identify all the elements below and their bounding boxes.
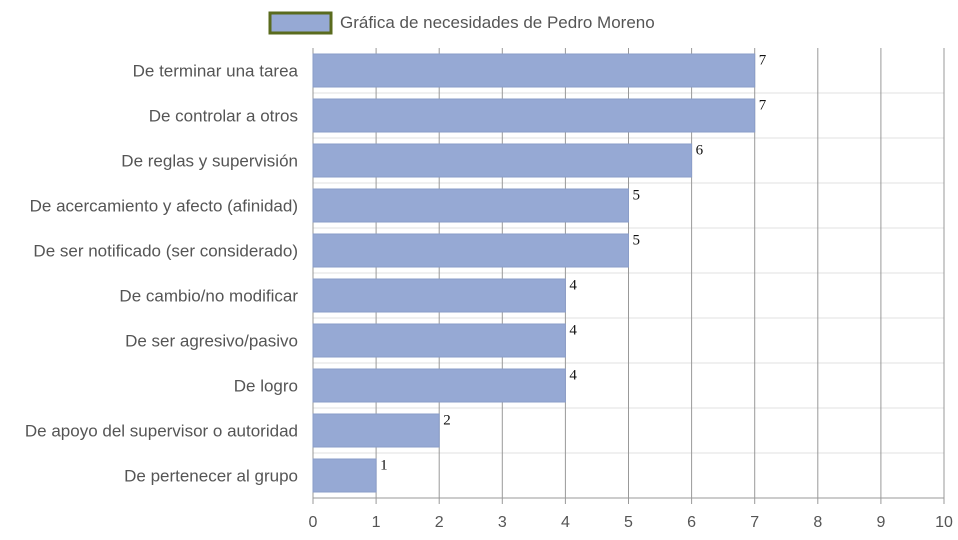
legend-swatch bbox=[268, 11, 333, 35]
chart-legend: Gráfica de necesidades de Pedro Moreno bbox=[268, 11, 655, 35]
category-label: De reglas y supervisión bbox=[121, 152, 298, 171]
x-tick-label: 0 bbox=[309, 514, 318, 531]
category-labels: De terminar una tarea De controlar a otro… bbox=[25, 62, 299, 486]
x-tick-label: 4 bbox=[561, 514, 570, 531]
data-label: 1 bbox=[380, 458, 388, 474]
data-label: 4 bbox=[569, 323, 577, 339]
bars bbox=[312, 53, 756, 493]
bar bbox=[312, 188, 629, 223]
x-tick-label: 10 bbox=[935, 514, 953, 531]
bar bbox=[312, 98, 756, 133]
category-label: De controlar a otros bbox=[149, 107, 298, 126]
data-label: 5 bbox=[633, 188, 641, 204]
bar bbox=[312, 233, 629, 268]
bar bbox=[312, 413, 440, 448]
x-tick-label: 8 bbox=[813, 514, 822, 531]
data-labels: 7 7 6 5 5 4 4 4 2 1 bbox=[380, 53, 767, 474]
legend-label: Gráfica de necesidades de Pedro Moreno bbox=[340, 13, 655, 32]
category-label: De logro bbox=[234, 377, 298, 396]
x-tick-label: 3 bbox=[498, 514, 507, 531]
data-label: 6 bbox=[696, 143, 704, 159]
bar bbox=[312, 368, 566, 403]
data-label: 2 bbox=[443, 413, 451, 429]
data-label: 4 bbox=[569, 278, 577, 294]
x-tick-label: 5 bbox=[624, 514, 633, 531]
x-tick-label: 7 bbox=[750, 514, 759, 531]
bar bbox=[312, 323, 566, 358]
data-label: 7 bbox=[759, 98, 767, 114]
category-label: De ser agresivo/pasivo bbox=[125, 332, 298, 351]
data-label: 7 bbox=[759, 53, 767, 69]
category-label: De acercamiento y afecto (afinidad) bbox=[30, 197, 298, 216]
bar bbox=[312, 458, 377, 493]
data-label: 5 bbox=[633, 233, 641, 249]
data-label: 4 bbox=[569, 368, 577, 384]
category-label: De ser notificado (ser considerado) bbox=[33, 242, 298, 261]
x-tick-label: 1 bbox=[372, 514, 381, 531]
category-label: De cambio/no modificar bbox=[119, 287, 298, 306]
category-label: De apoyo del supervisor o autoridad bbox=[25, 422, 298, 441]
category-label: De pertenecer al grupo bbox=[124, 467, 298, 486]
x-axis-tick-labels: 0 1 2 3 4 5 6 7 8 9 10 bbox=[309, 514, 953, 531]
bar bbox=[312, 278, 566, 313]
x-tick-label: 2 bbox=[435, 514, 444, 531]
x-tick-label: 9 bbox=[876, 514, 885, 531]
x-tick-label: 6 bbox=[687, 514, 696, 531]
bar bbox=[312, 143, 693, 178]
bar bbox=[312, 53, 756, 88]
category-label: De terminar una tarea bbox=[133, 62, 299, 81]
